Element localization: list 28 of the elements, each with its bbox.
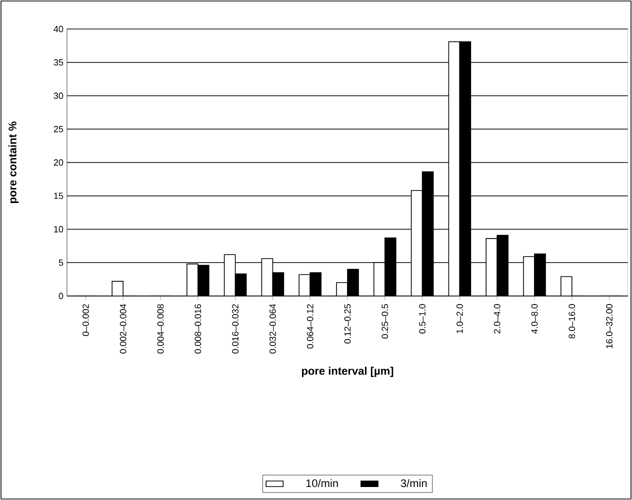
x-tick-label: 0–0.002: [82, 304, 89, 336]
x-tick-label: 0.032–0.064: [270, 304, 276, 354]
y-tick-label: 0: [58, 292, 64, 300]
y-tick-label: 40: [54, 26, 64, 32]
x-tick-label: 0.008–0.016: [194, 304, 202, 354]
y-tick-label: 10: [54, 226, 64, 232]
y-axis-title: pore containt %: [8, 122, 19, 204]
legend-label: 10/min: [306, 479, 338, 488]
y-tick-label: 30: [54, 92, 64, 99]
y-tick-label: 5: [58, 259, 64, 266]
x-tick-label: 8.0–16.0: [568, 304, 576, 338]
x-tick-label: 16.0–32.00: [606, 304, 612, 348]
x-tick-label: 0.25–0.5: [382, 304, 388, 338]
x-tick-label: 0.002–0.004: [120, 304, 126, 354]
x-tick-label: 0.004–0.008: [157, 304, 164, 354]
y-tick-label: 25: [54, 126, 64, 132]
x-tick-label: 0.064–0.12: [306, 304, 314, 348]
x-tick-label: 4.0–8.0: [531, 304, 538, 334]
y-tick-label: 35: [54, 59, 64, 66]
x-tick-label: 0.016–0.032: [232, 304, 238, 354]
x-axis-title: pore interval [µm]: [302, 366, 394, 377]
x-tick-label: 2.0–4.0: [494, 304, 500, 334]
legend-label: 3/min: [400, 479, 427, 488]
x-tick-label: 1.0–2.0: [456, 304, 463, 334]
x-tick-label: 0.5–1.0: [419, 304, 426, 334]
y-tick-label: 20: [54, 159, 64, 166]
x-tick-label: 0.12–0.25: [344, 304, 351, 344]
y-tick-label: 15: [54, 192, 64, 200]
